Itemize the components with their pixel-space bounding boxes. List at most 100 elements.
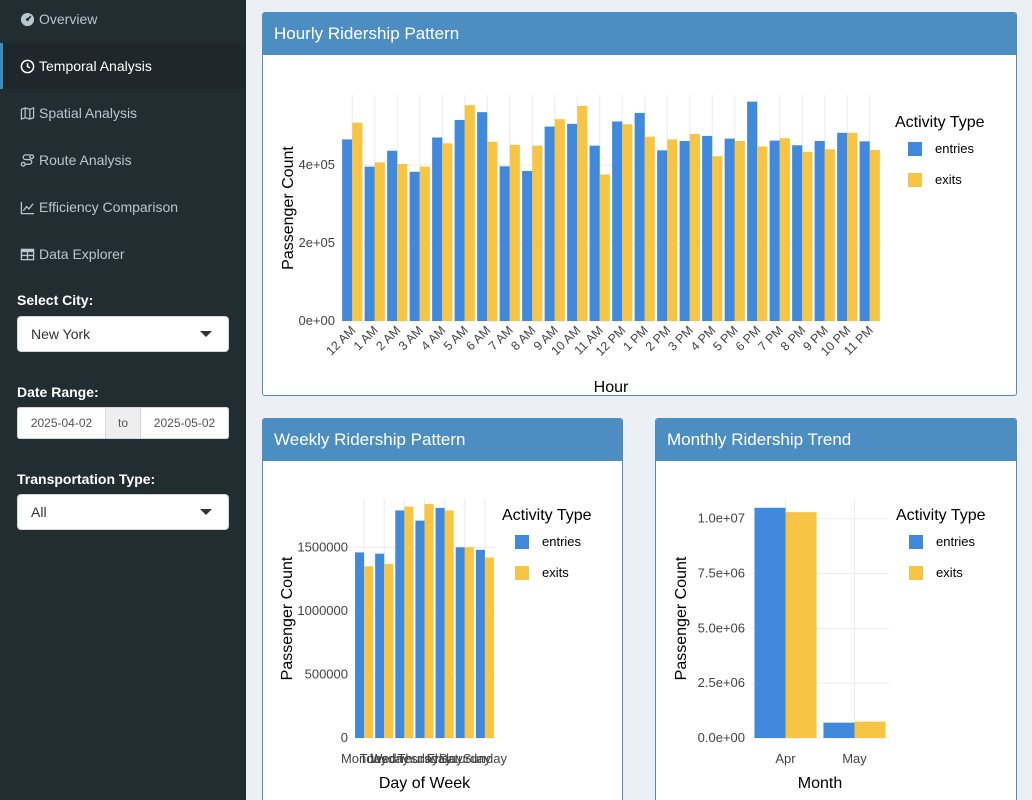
bar-entries: [814, 140, 825, 321]
line-chart-icon: [20, 201, 35, 214]
bar-exits: [757, 146, 768, 321]
sidebar-item-spatial-analysis[interactable]: Spatial Analysis: [0, 90, 246, 136]
x-tick-label: 1 AM: [351, 323, 381, 353]
sidebar-item-overview[interactable]: Overview: [0, 0, 246, 42]
y-tick-label: 7.5e+06: [698, 566, 745, 581]
table-icon: [20, 248, 35, 260]
bar-exits: [419, 166, 430, 321]
bar-exits: [785, 512, 817, 738]
city-select[interactable]: New York: [17, 316, 229, 352]
x-tick-label: 2 AM: [373, 323, 403, 353]
x-tick-label: 6 PM: [733, 323, 764, 354]
bar-exits: [869, 149, 880, 321]
legend-swatch-exits: [909, 566, 923, 580]
date-end-input[interactable]: 2025-05-02: [140, 407, 229, 439]
bar-entries: [409, 171, 420, 321]
sidebar-item-temporal-analysis[interactable]: Temporal Analysis: [0, 43, 246, 89]
bar-entries: [823, 722, 855, 738]
bar-exits: [667, 139, 678, 321]
legend-label-exits: exits: [935, 172, 962, 187]
bar-entries: [679, 140, 690, 321]
x-tick-label: 3 AM: [396, 323, 426, 353]
x-axis-title: Day of Week: [379, 775, 471, 792]
x-tick-label: 3 PM: [665, 323, 696, 354]
y-axis-title: Passenger Count: [280, 146, 297, 270]
bar-exits: [734, 140, 745, 321]
bar-entries: [387, 150, 398, 321]
x-tick-label: Thursday: [397, 751, 452, 766]
sidebar-item-label: Data Explorer: [39, 246, 125, 262]
bar-entries: [454, 119, 465, 321]
sidebar-item-data-explorer[interactable]: Data Explorer: [0, 231, 246, 277]
y-tick-label: 0e+00: [298, 313, 335, 328]
legend-title: Activity Type: [896, 507, 986, 524]
bar-exits: [384, 563, 394, 738]
bar-exits: [802, 151, 813, 321]
y-axis-title: Passenger Count: [279, 556, 296, 680]
bar-entries: [475, 549, 485, 738]
y-tick-label: 2e+05: [298, 235, 335, 250]
bar-entries: [634, 112, 645, 321]
x-tick-label: 4 PM: [688, 323, 719, 354]
sidebar-item-label: Overview: [39, 11, 98, 27]
sidebar-item-label: Temporal Analysis: [39, 58, 152, 74]
weekly-ridership-chart: 0 500000 1000000 1500000 MondayTuesdayWednes…: [279, 499, 592, 792]
bar-exits: [444, 510, 454, 738]
bar-exits: [397, 163, 408, 321]
bar-exits: [424, 504, 434, 738]
bar-entries: [612, 121, 623, 321]
legend-swatch-entries: [515, 535, 529, 549]
x-tick-label: Apr: [775, 751, 796, 766]
bar-entries: [567, 123, 578, 322]
x-tick-label: 8 AM: [508, 323, 538, 353]
bar-exits: [554, 119, 565, 321]
date-range-separator: to: [106, 407, 140, 439]
sidebar-item-efficiency-comparison[interactable]: Efficiency Comparison: [0, 184, 246, 230]
bar-entries: [859, 141, 870, 321]
transportation-type-select[interactable]: All: [17, 494, 229, 530]
date-start-input[interactable]: 2025-04-02: [17, 407, 106, 439]
x-tick-label: 8 PM: [778, 323, 809, 354]
transportation-type-value: All: [31, 504, 47, 520]
bar-exits: [712, 156, 723, 321]
legend-label-exits: exits: [542, 565, 569, 580]
bar-exits: [689, 133, 700, 321]
bar-entries: [355, 552, 365, 738]
monthly-ridership-chart: 0.0e+00 2.5e+06 5.0e+06 7.5e+06 1.0e+07 Apr Ma…: [673, 499, 986, 792]
bar-entries: [432, 137, 443, 321]
weekly-box-title: Weekly Ridership Pattern: [263, 419, 622, 461]
route-icon: [20, 153, 35, 167]
y-tick-label: 0: [341, 730, 348, 745]
bar-entries: [837, 132, 848, 321]
bar-entries: [792, 145, 803, 321]
x-tick-label: May: [842, 751, 867, 766]
bar-exits: [599, 174, 610, 321]
bar-exits: [779, 138, 790, 321]
sidebar-item-route-analysis[interactable]: Route Analysis: [0, 137, 246, 183]
bar-entries: [522, 170, 533, 321]
bar-exits: [532, 145, 543, 321]
legend-title: Activity Type: [895, 114, 985, 131]
bar-exits: [487, 141, 498, 321]
x-tick-label: Sunday: [463, 751, 508, 766]
bar-entries: [747, 101, 758, 321]
x-axis-title: Hour: [594, 379, 629, 395]
weekly-ridership-box: Weekly Ridership Pattern 0 500000 1000000 1…: [262, 418, 623, 800]
bar-exits: [364, 566, 374, 738]
city-select-value: New York: [31, 326, 91, 342]
bar-exits: [622, 124, 633, 321]
legend-swatch-exits: [908, 173, 922, 187]
clock-icon: [20, 59, 35, 73]
y-tick-label: 0.0e+00: [698, 730, 745, 745]
bar-exits: [484, 557, 494, 738]
tachometer-icon: [20, 12, 35, 26]
hourly-ridership-box: Hourly Ridership Pattern 0e+00 2e+05 4e+05…: [262, 12, 1017, 396]
x-tick-label: Friday: [427, 751, 464, 766]
bar-entries: [544, 126, 555, 321]
x-tick-label: 6 AM: [463, 323, 493, 353]
legend-label-entries: entries: [935, 141, 975, 156]
sidebar-item-label: Spatial Analysis: [39, 105, 138, 121]
legend-swatch-exits: [515, 566, 529, 580]
caret-down-icon: [200, 509, 212, 515]
